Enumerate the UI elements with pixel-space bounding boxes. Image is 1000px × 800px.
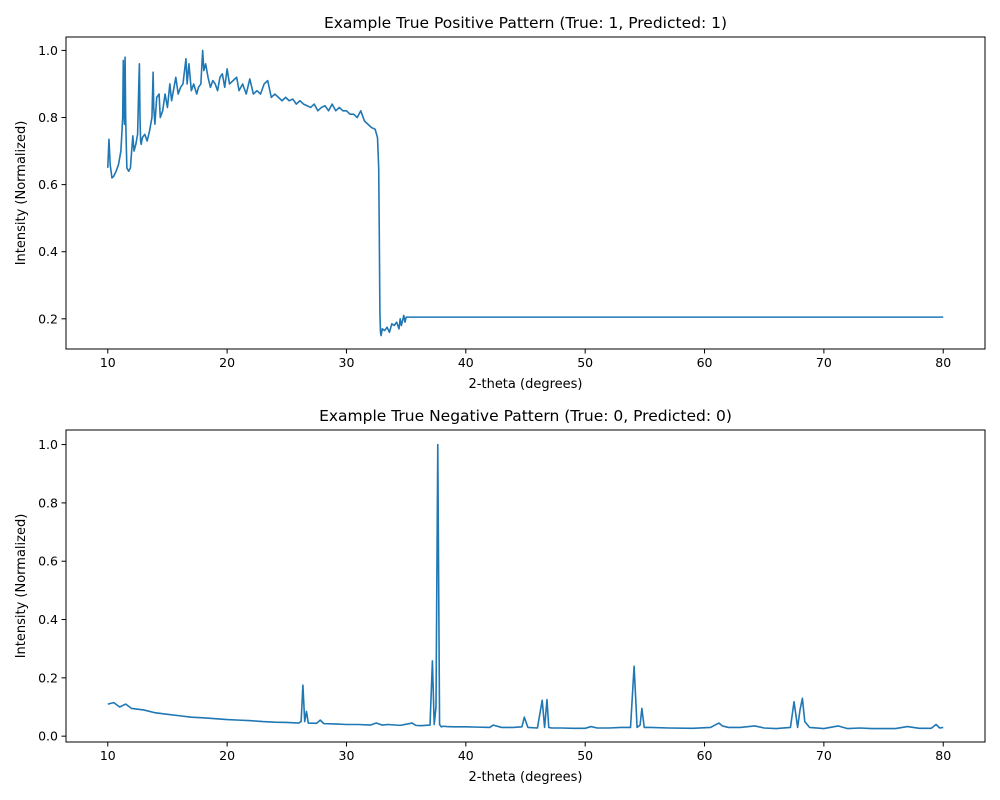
chart-title: Example True Negative Pattern (True: 0, … [319, 407, 732, 425]
data-series-line [107, 443, 944, 730]
x-tick-label: 30 [339, 748, 355, 763]
y-tick-label: 0.6 [38, 554, 58, 569]
chart-top: Example True Positive Pattern (True: 1, … [14, 14, 986, 392]
x-tick-label: 80 [935, 355, 951, 370]
x-tick-label: 10 [100, 355, 116, 370]
x-axis-label: 2-theta (degrees) [469, 770, 583, 785]
x-tick-label: 50 [577, 355, 593, 370]
y-tick-label: 1.0 [38, 43, 58, 58]
y-tick-label: 0.4 [38, 612, 58, 627]
y-axis-label: Intensity (Normalized) [14, 514, 29, 659]
x-tick-label: 50 [577, 748, 593, 763]
chart-title: Example True Positive Pattern (True: 1, … [324, 14, 727, 32]
y-ticks: 0.0 0.2 0.4 0.6 0.8 1.0 [38, 437, 66, 744]
x-tick-label: 40 [458, 355, 474, 370]
data-series-line [106, 49, 944, 337]
y-tick-label: 1.0 [38, 437, 58, 452]
chart-bottom: Example True Negative Pattern (True: 0, … [14, 407, 986, 785]
plot-frame [65, 36, 986, 350]
y-tick-label: 0.8 [38, 495, 58, 510]
x-axis-label: 2-theta (degrees) [469, 377, 583, 392]
x-ticks: 10 20 30 40 50 60 70 80 [100, 742, 951, 763]
y-axis-label: Intensity (Normalized) [14, 121, 29, 266]
y-tick-label: 0.6 [38, 177, 58, 192]
plot-frame [65, 429, 986, 743]
y-tick-label: 0.2 [38, 311, 58, 326]
x-ticks: 10 20 30 40 50 60 70 80 [100, 349, 951, 370]
x-tick-label: 20 [219, 748, 235, 763]
x-tick-label: 10 [100, 748, 116, 763]
x-tick-label: 60 [697, 748, 713, 763]
y-tick-label: 0.4 [38, 244, 58, 259]
x-tick-label: 20 [219, 355, 235, 370]
x-tick-label: 60 [697, 355, 713, 370]
x-tick-label: 80 [935, 748, 951, 763]
y-ticks: 0.2 0.4 0.6 0.8 1.0 [38, 43, 66, 326]
y-tick-label: 0.8 [38, 110, 58, 125]
y-tick-label: 0.2 [38, 670, 58, 685]
x-tick-label: 30 [339, 355, 355, 370]
x-tick-label: 70 [816, 748, 832, 763]
x-tick-label: 40 [458, 748, 474, 763]
y-tick-label: 0.0 [38, 729, 58, 744]
x-tick-label: 70 [816, 355, 832, 370]
